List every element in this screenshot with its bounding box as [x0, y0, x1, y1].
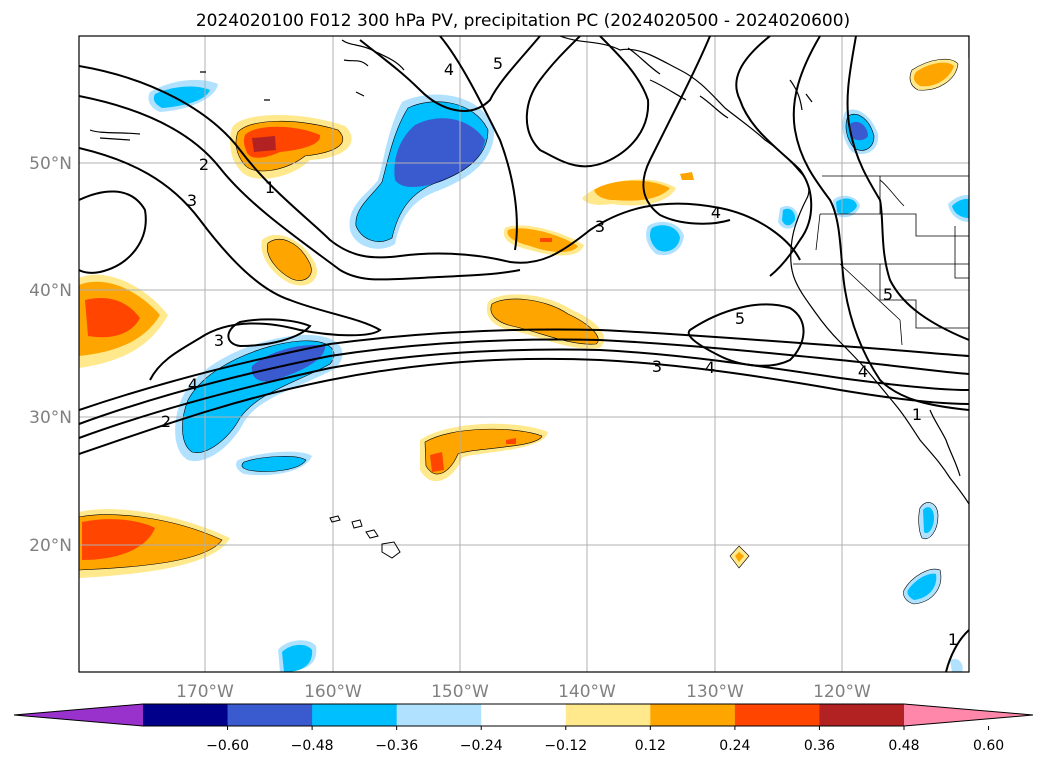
anomaly-subtropic-band-positive: [486, 294, 605, 349]
colorbar-tick-label: 0.48: [888, 738, 919, 754]
colorbar-ticks: −0.60 −0.48 −0.36 −0.24 −0.12 0.12 0.24 0.36 0.4…: [206, 726, 1004, 754]
contour-label: 5: [735, 309, 745, 328]
contour-label: 3: [187, 191, 197, 210]
lat-labels: 50°N 40°N 30°N 20°N: [29, 154, 72, 556]
colorbar-cell: [396, 704, 482, 726]
colorbar-cell: [227, 704, 313, 726]
contour-label: 4: [858, 362, 868, 381]
lon-tick-label: 130°W: [686, 682, 744, 702]
hawaii-islands: [329, 515, 401, 559]
colorbar-extend-low: [14, 704, 143, 726]
colorbar-tick-label: −0.24: [460, 738, 503, 754]
colorbar-tick-label: 0.24: [719, 738, 750, 754]
colorbar-tick-label: −0.60: [206, 738, 249, 754]
contour-label: 4: [705, 358, 715, 377]
colorbar-outline: [13, 703, 1034, 727]
contour-label: 1: [948, 630, 958, 649]
lon-tick-label: 140°W: [558, 682, 616, 702]
colorbar: −0.60 −0.48 −0.36 −0.24 −0.12 0.12 0.24 0.36 0.4…: [13, 703, 1034, 754]
figure-title: 2024020100 F012 300 hPa PV, precipitatio…: [196, 11, 850, 31]
anomaly-ne-negative: [646, 221, 684, 256]
contour-label: 4: [444, 60, 454, 79]
lat-tick-label: 30°N: [29, 408, 72, 428]
contour-label: 5: [493, 54, 503, 73]
shading-outlines: [79, 58, 959, 605]
colorbar-cell: [312, 704, 398, 726]
anomaly-bering-negative: [148, 79, 218, 112]
colorbar-cells: [14, 704, 1033, 726]
lat-tick-label: 20°N: [29, 536, 72, 556]
lat-tick-label: 40°N: [29, 281, 72, 301]
anomaly-small-south-negative: [236, 451, 312, 476]
anomaly-gulf-trough-negative: [349, 94, 495, 249]
colorbar-tick-label: −0.36: [375, 738, 418, 754]
anomaly-west-edge-positive: [79, 274, 168, 368]
map-frame: [78, 35, 970, 673]
lon-labels: 170°W 160°W 150°W 140°W 130°W 120°W: [176, 682, 871, 702]
contour-label: 1: [265, 178, 275, 197]
anomaly-central-north-positive: [261, 234, 318, 286]
lon-tick-label: 170°W: [176, 682, 234, 702]
colorbar-tick-label: −0.12: [544, 738, 587, 754]
contour-label: 4: [711, 203, 721, 222]
anomaly-nepacific-positive: [582, 172, 694, 206]
contour-label: 3: [214, 331, 224, 350]
anomaly-bottom-negative: [278, 640, 317, 672]
anomaly-midpacific-south-positive: [420, 423, 548, 482]
lon-tick-label: 120°W: [813, 682, 871, 702]
lat-tick-label: 50°N: [29, 154, 72, 174]
colorbar-cell: [819, 704, 905, 726]
map-background: [79, 36, 969, 672]
contour-label: 3: [595, 217, 605, 236]
colorbar-cell: [650, 704, 736, 726]
anomaly-canada-positive: [910, 59, 958, 91]
colorbar-cell: [143, 704, 229, 726]
coastlines: [89, 36, 969, 505]
colorbar-extend-high: [904, 704, 1033, 726]
contour-label: 4: [188, 375, 198, 394]
colorbar-tick-label: 0.36: [804, 738, 835, 754]
pv-contours: [79, 36, 969, 672]
colorbar-cell: [481, 704, 567, 726]
map-panel: 5 4 3 2 1 4 5 3 4 3 2 4 3 4 5 1 1: [79, 36, 969, 672]
contour-label: 5: [883, 285, 893, 304]
contour-label: 3: [652, 357, 662, 376]
colorbar-tick-label: −0.48: [291, 738, 334, 754]
lon-tick-label: 160°W: [304, 682, 362, 702]
anomaly-mexico-negatives: [903, 502, 963, 672]
colorbar-cell: [734, 704, 820, 726]
lon-tick-label: 150°W: [431, 682, 489, 702]
anomaly-inland-negatives: [778, 194, 969, 229]
contour-label: 1: [912, 405, 922, 424]
colorbar-tick-label: 0.12: [635, 738, 666, 754]
anomaly-bc-coast-negative: [842, 109, 879, 154]
colorbar-cell: [565, 704, 651, 726]
anomaly-dateline-south-positive: [79, 509, 230, 578]
colorbar-tick-label: 0.60: [973, 738, 1004, 754]
contour-label: 2: [161, 412, 171, 431]
contour-label: 2: [199, 155, 209, 174]
pv-contour-labels: 5 4 3 2 1 4 5 3 4 3 2 4 3 4 5 1 1: [161, 54, 958, 649]
